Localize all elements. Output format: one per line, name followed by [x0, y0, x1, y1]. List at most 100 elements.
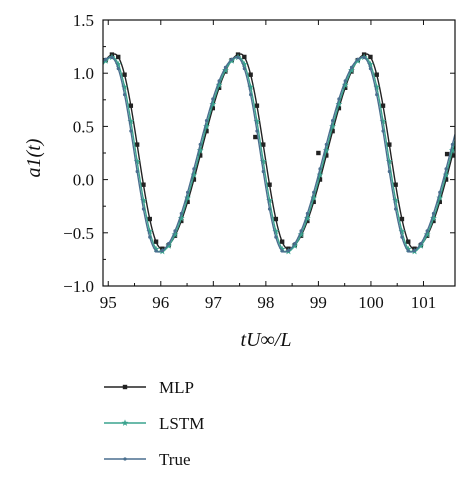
- point-mlp: [431, 218, 436, 224]
- point-mlp: [393, 182, 398, 187]
- x-tick-label: 95: [100, 293, 117, 312]
- series-mlp: [103, 52, 455, 251]
- point-lstm: [291, 242, 299, 249]
- x-axis-label: tU∞/L: [241, 329, 292, 351]
- point-lstm: [171, 230, 179, 238]
- point-true: [242, 67, 246, 71]
- point-true: [104, 57, 108, 61]
- point-mlp: [134, 142, 140, 147]
- point-true: [362, 55, 366, 60]
- point-true: [368, 67, 373, 71]
- point-mlp: [191, 177, 197, 182]
- point-lstm: [404, 245, 412, 252]
- point-true: [280, 249, 284, 253]
- point-lstm: [448, 146, 455, 154]
- legend-label: LSTM: [159, 414, 204, 433]
- point-true: [274, 235, 278, 239]
- x-tick-label: 98: [257, 293, 274, 312]
- point-true: [192, 167, 196, 171]
- legend-marker: [123, 457, 127, 461]
- point-true: [230, 57, 234, 61]
- point-true: [406, 249, 410, 253]
- point-mlp: [185, 199, 190, 205]
- point-true: [305, 211, 309, 216]
- point-lstm: [184, 194, 192, 201]
- point-lstm: [366, 60, 374, 68]
- point-mlp: [210, 105, 216, 111]
- y-tick-label: −0.5: [63, 224, 94, 243]
- series-layer: [103, 52, 455, 255]
- point-mlp: [324, 153, 329, 158]
- point-true: [204, 119, 209, 123]
- point-mlp: [444, 151, 450, 157]
- point-true: [381, 129, 385, 133]
- point-lstm: [133, 157, 141, 165]
- point-mlp: [216, 85, 222, 90]
- legend-label: True: [159, 450, 191, 469]
- legend-marker: [122, 384, 128, 390]
- point-mlp: [253, 134, 258, 140]
- point-mlp: [317, 177, 323, 182]
- point-true: [349, 65, 354, 69]
- point-true: [167, 241, 171, 246]
- point-true: [255, 129, 259, 133]
- legend: MLP LSTM True: [104, 378, 204, 469]
- point-lstm: [335, 100, 343, 108]
- point-true: [236, 55, 240, 60]
- point-true: [116, 67, 120, 71]
- point-mlp: [179, 218, 184, 224]
- point-true: [318, 167, 322, 171]
- point-lstm: [385, 157, 393, 165]
- point-true: [400, 235, 404, 239]
- point-lstm: [215, 81, 223, 88]
- point-true: [154, 249, 158, 253]
- x-tick-label: 97: [205, 293, 223, 312]
- point-mlp: [141, 182, 146, 187]
- point-lstm: [190, 171, 198, 178]
- point-true: [425, 229, 429, 233]
- point-true: [129, 129, 133, 133]
- point-lstm: [310, 194, 318, 201]
- point-mlp: [261, 142, 266, 147]
- point-mlp: [330, 128, 335, 134]
- point-true: [299, 229, 303, 233]
- x-tick-label: 96: [152, 293, 169, 312]
- point-lstm: [297, 230, 305, 238]
- point-true: [324, 142, 328, 147]
- point-lstm: [253, 117, 261, 125]
- point-lstm: [423, 230, 431, 238]
- point-mlp: [116, 54, 121, 60]
- point-true: [330, 119, 335, 123]
- point-lstm: [152, 245, 160, 252]
- point-lstm: [373, 83, 381, 90]
- point-mlp: [443, 177, 449, 182]
- point-lstm: [259, 157, 267, 165]
- legend-entry-lstm: LSTM: [104, 414, 204, 433]
- point-mlp: [122, 72, 127, 77]
- y-tick-label: 1.0: [73, 64, 94, 83]
- point-true: [267, 207, 272, 211]
- point-mlp: [279, 239, 285, 244]
- point-mlp: [342, 85, 348, 90]
- point-lstm: [436, 194, 444, 201]
- point-mlp: [248, 72, 253, 77]
- point-true: [387, 169, 391, 174]
- point-true: [148, 235, 152, 239]
- point-true: [223, 65, 228, 69]
- point-mlp: [128, 103, 134, 108]
- x-tick-label: 99: [310, 293, 327, 312]
- point-lstm: [379, 117, 387, 125]
- point-lstm: [417, 242, 425, 249]
- point-mlp: [387, 142, 392, 147]
- point-mlp: [254, 103, 260, 108]
- y-tick-label: 1.5: [73, 11, 94, 30]
- point-lstm: [177, 214, 185, 222]
- point-true: [343, 79, 347, 83]
- legend-label: MLP: [159, 378, 194, 397]
- point-true: [160, 248, 164, 253]
- point-mlp: [450, 153, 455, 158]
- legend-entry-mlp: MLP: [104, 378, 194, 397]
- point-mlp: [368, 54, 373, 60]
- legend-entry-true: True: [104, 450, 191, 469]
- point-true: [261, 169, 265, 174]
